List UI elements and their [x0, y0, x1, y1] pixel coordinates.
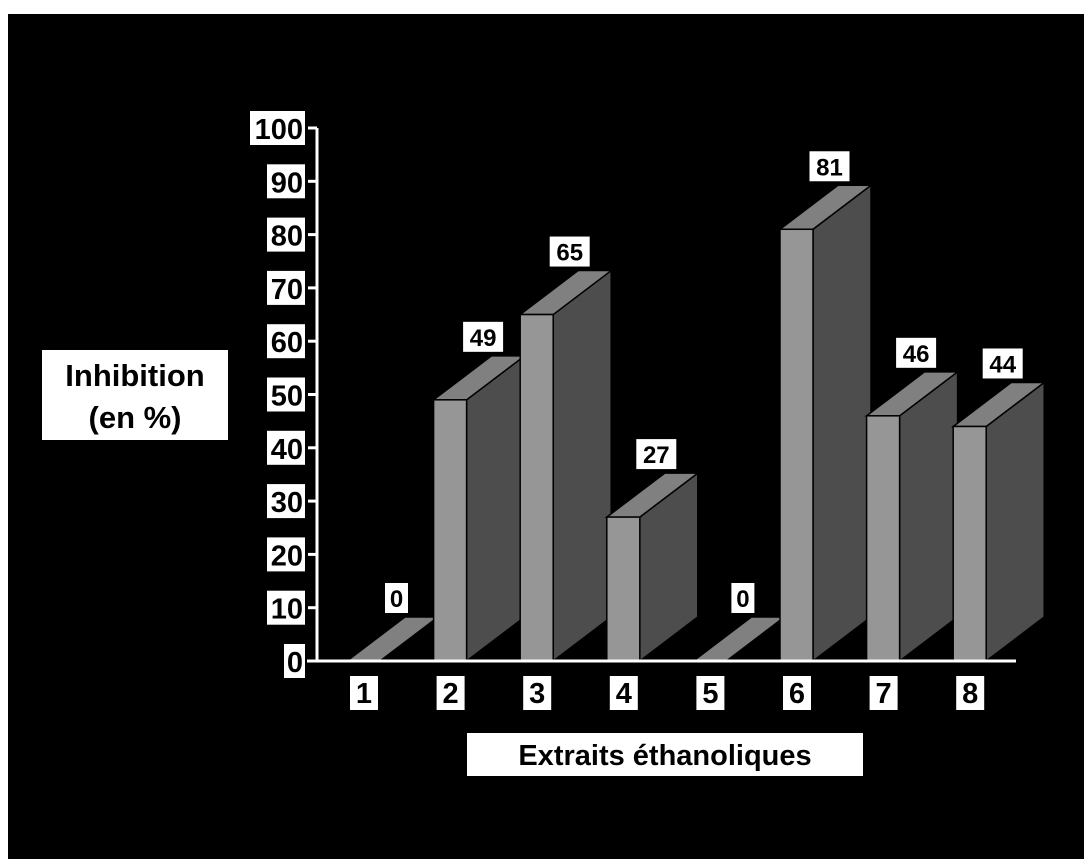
x-tick-label-box	[436, 676, 465, 710]
bar-side	[985, 380, 1045, 663]
bar-front	[432, 399, 468, 662]
y-tick-label-box	[267, 217, 305, 252]
y-tick-label: 100	[255, 114, 303, 146]
x-tick-label-box	[609, 676, 638, 710]
x-tick-label-box	[350, 676, 378, 710]
y-tick-label: 40	[271, 434, 303, 466]
data-label: 65	[556, 240, 583, 267]
bar-side	[465, 354, 526, 663]
y-tick-label: 20	[271, 540, 303, 572]
y-tick-label: 80	[271, 221, 303, 253]
y-tick-label-box	[267, 537, 305, 572]
y-tick-label-box	[267, 377, 305, 412]
data-labels: 0 49 65 27 0 81 46 44	[385, 151, 1023, 613]
bar-5	[691, 616, 787, 662]
bar-top	[691, 616, 787, 662]
bar-front	[865, 415, 901, 662]
bar-front	[952, 425, 987, 662]
y-tick-label: 0	[287, 647, 303, 679]
bar-2	[431, 354, 527, 663]
x-tick-label-box	[523, 676, 552, 710]
bar-front	[779, 228, 814, 662]
y-tick-label: 50	[271, 381, 303, 413]
data-label-box	[731, 583, 755, 613]
y-tick-label-box	[267, 324, 305, 359]
y-tick-label: 60	[271, 327, 303, 359]
y-tick-label-box	[267, 430, 305, 465]
data-label-box	[385, 583, 408, 613]
data-label: 0	[390, 586, 403, 613]
data-label: 46	[903, 341, 930, 368]
y-tick-label: 90	[271, 167, 303, 199]
y-tick-label: 70	[271, 274, 303, 306]
y-tick-label: 10	[271, 594, 303, 626]
x-tick-label: 7	[876, 678, 892, 710]
bar-top	[344, 616, 441, 662]
y-axis-title-box	[42, 350, 228, 440]
x-tick-label: 6	[789, 678, 805, 710]
bar-front	[606, 516, 641, 662]
y-axis-title: Inhibition (en %)	[42, 350, 228, 440]
x-tick-label-box	[783, 676, 811, 710]
x-tick-label: 8	[962, 678, 978, 710]
data-label-box	[636, 439, 677, 470]
x-tick-label-box	[696, 676, 725, 710]
data-label-box	[549, 236, 590, 267]
data-label-box	[809, 151, 850, 182]
data-label-box	[463, 321, 504, 352]
bars	[344, 183, 1047, 663]
y-tick-label: 30	[271, 487, 303, 519]
x-tick-label: 1	[356, 678, 372, 710]
y-tick-label-box	[267, 164, 305, 199]
data-label: 49	[470, 325, 497, 352]
x-tick-label-box	[869, 676, 898, 710]
bar-side	[812, 183, 872, 663]
y-axis-title-line2: (en %)	[89, 400, 182, 435]
x-tick-label: 3	[529, 678, 545, 710]
x-tick-label-box	[956, 676, 985, 710]
bar-3	[517, 269, 614, 663]
bar-4	[604, 471, 701, 663]
y-tick-label-box	[250, 111, 305, 145]
y-tick-label-box	[284, 644, 305, 678]
data-label-box	[896, 337, 937, 368]
y-axis-title-line1: Inhibition	[65, 358, 204, 393]
bar-front	[519, 313, 554, 662]
bar-6	[777, 183, 874, 663]
x-tick-labels: 1 2 3 4 5 6 7 8	[350, 676, 985, 710]
y-tick-label-box	[267, 590, 305, 625]
x-axis-title: Extraits éthanoliques	[467, 733, 863, 776]
data-label: 44	[989, 351, 1016, 378]
y-tick-label-box	[267, 270, 305, 305]
bar-side	[552, 269, 612, 663]
data-label-box	[982, 348, 1023, 379]
y-tick-label-box	[267, 484, 305, 519]
y-tick-labels: 0 10 20 30 40 50 60 70 80 90 100	[250, 111, 317, 679]
data-label: 81	[816, 154, 843, 181]
data-label: 27	[643, 442, 670, 469]
x-axis-title-box	[467, 733, 863, 776]
x-tick-label: 4	[616, 678, 632, 710]
x-axis-title: Extraits éthanoliques	[518, 740, 811, 772]
x-tick-label: 5	[702, 678, 718, 710]
data-label: 0	[736, 586, 749, 613]
bar-8	[950, 380, 1047, 663]
bar-1	[344, 616, 441, 662]
bar-side	[898, 370, 959, 663]
x-tick-label: 2	[443, 678, 459, 710]
bar-7	[864, 370, 960, 663]
